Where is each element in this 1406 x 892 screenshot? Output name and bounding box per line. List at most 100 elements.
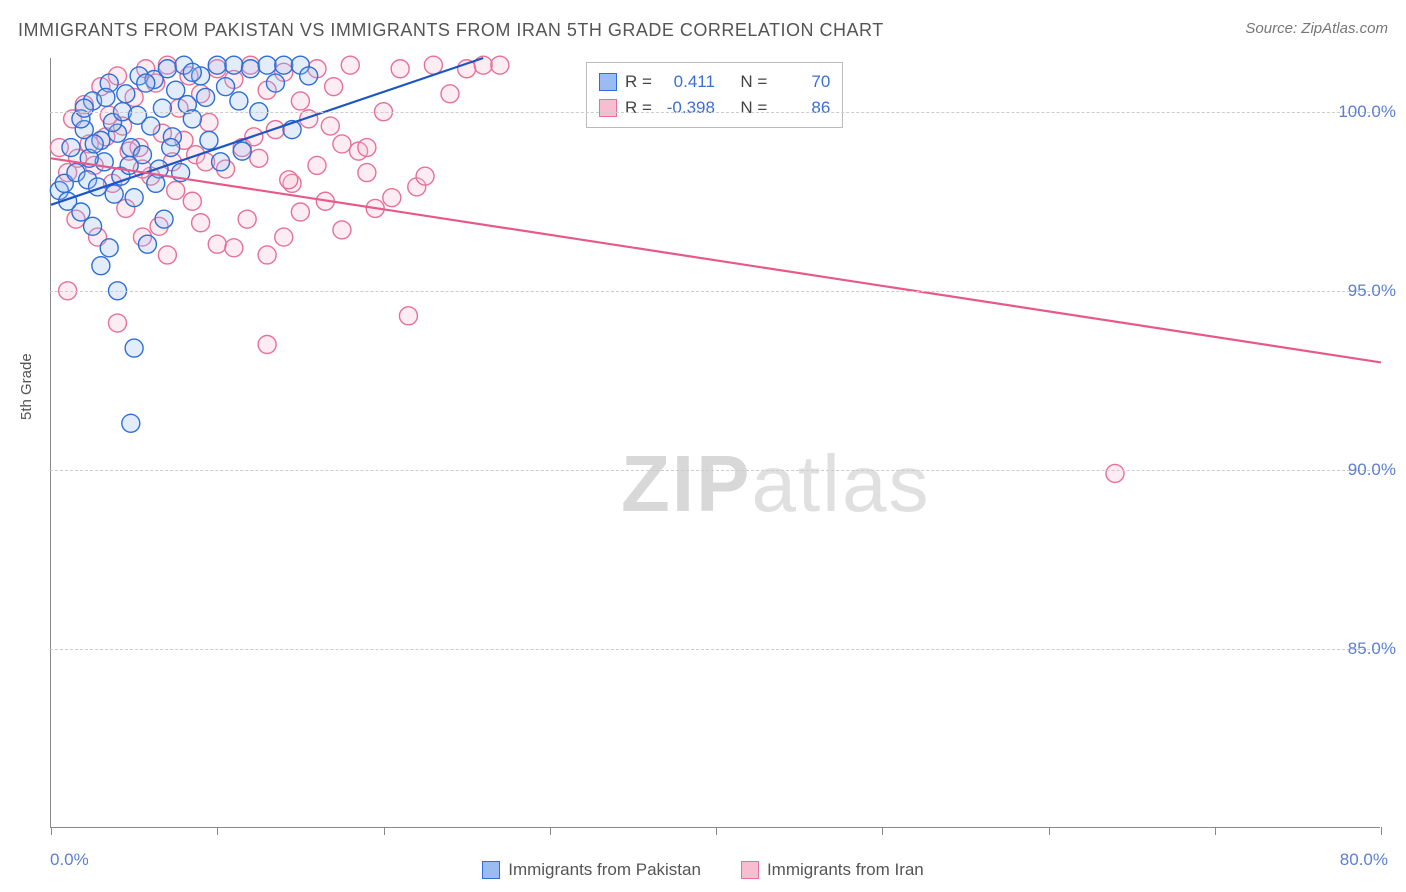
scatter-point-pakistan	[147, 174, 165, 192]
source-attribution: Source: ZipAtlas.com	[1245, 20, 1388, 37]
source-name: ZipAtlas.com	[1301, 20, 1388, 37]
scatter-point-iran	[333, 221, 351, 239]
trend-line-iran	[51, 158, 1381, 362]
scatter-point-pakistan	[62, 139, 80, 157]
scatter-point-iran	[275, 228, 293, 246]
scatter-point-pakistan	[75, 99, 93, 117]
n-label: N =	[740, 69, 767, 95]
x-tick	[716, 827, 717, 835]
n-value-iran: 86	[775, 95, 830, 121]
legend-swatch-pakistan	[482, 861, 500, 879]
gridline	[50, 649, 1380, 650]
scatter-point-iran	[341, 56, 359, 74]
x-tick	[1215, 827, 1216, 835]
gridline	[50, 291, 1380, 292]
scatter-point-iran	[391, 60, 409, 78]
scatter-point-pakistan	[225, 56, 243, 74]
scatter-point-iran	[291, 203, 309, 221]
y-tick-label: 100.0%	[1338, 102, 1396, 122]
scatter-point-pakistan	[117, 85, 135, 103]
scatter-point-pakistan	[233, 142, 251, 160]
n-value-pakistan: 70	[775, 69, 830, 95]
scatter-point-iran	[109, 314, 127, 332]
scatter-point-iran	[280, 171, 298, 189]
scatter-point-pakistan	[125, 189, 143, 207]
x-tick-label-max: 80.0%	[1340, 850, 1388, 870]
scatter-point-pakistan	[97, 88, 115, 106]
legend-label-pakistan: Immigrants from Pakistan	[508, 860, 701, 880]
x-tick	[550, 827, 551, 835]
stats-swatch-pakistan	[599, 73, 617, 91]
source-prefix: Source:	[1245, 20, 1301, 37]
scatter-point-pakistan	[137, 74, 155, 92]
legend-label-iran: Immigrants from Iran	[767, 860, 924, 880]
scatter-point-iran	[321, 117, 339, 135]
stats-row-pakistan: R = 0.411 N = 70	[599, 69, 830, 95]
r-value-pakistan: 0.411	[660, 69, 715, 95]
legend-item-iran: Immigrants from Iran	[741, 860, 924, 880]
scatter-point-iran	[291, 92, 309, 110]
scatter-point-pakistan	[85, 135, 103, 153]
scatter-point-iran	[225, 239, 243, 257]
r-label: R =	[625, 69, 652, 95]
scatter-point-iran	[258, 246, 276, 264]
scatter-point-iran	[192, 214, 210, 232]
scatter-point-pakistan	[153, 99, 171, 117]
scatter-point-iran	[158, 246, 176, 264]
bottom-legend: Immigrants from Pakistan Immigrants from…	[0, 860, 1406, 880]
scatter-point-pakistan	[212, 153, 230, 171]
x-tick-label-min: 0.0%	[50, 850, 89, 870]
scatter-point-pakistan	[128, 106, 146, 124]
scatter-point-pakistan	[155, 210, 173, 228]
stats-row-iran: R = -0.398 N = 86	[599, 95, 830, 121]
gridline	[50, 470, 1380, 471]
scatter-point-pakistan	[92, 257, 110, 275]
scatter-point-iran	[399, 307, 417, 325]
scatter-point-pakistan	[84, 217, 102, 235]
scatter-point-pakistan	[122, 414, 140, 432]
y-tick-label: 85.0%	[1348, 639, 1396, 659]
n-label: N =	[740, 95, 767, 121]
r-label: R =	[625, 95, 652, 121]
x-tick	[882, 827, 883, 835]
legend-item-pakistan: Immigrants from Pakistan	[482, 860, 701, 880]
scatter-point-iran	[358, 164, 376, 182]
scatter-point-pakistan	[275, 56, 293, 74]
scatter-point-iran	[1106, 464, 1124, 482]
scatter-point-iran	[208, 235, 226, 253]
x-tick	[1381, 827, 1382, 835]
scatter-point-pakistan	[158, 60, 176, 78]
x-tick	[384, 827, 385, 835]
scatter-point-pakistan	[183, 63, 201, 81]
scatter-point-pakistan	[300, 67, 318, 85]
correlation-stats-box: R = 0.411 N = 70 R = -0.398 N = 86	[586, 62, 843, 128]
scatter-point-pakistan	[100, 239, 118, 257]
scatter-point-iran	[333, 135, 351, 153]
scatter-point-pakistan	[217, 78, 235, 96]
scatter-point-iran	[308, 156, 326, 174]
scatter-point-pakistan	[125, 339, 143, 357]
scatter-point-pakistan	[162, 139, 180, 157]
chart-title: IMMIGRANTS FROM PAKISTAN VS IMMIGRANTS F…	[18, 20, 884, 41]
gridline	[50, 112, 1380, 113]
r-value-iran: -0.398	[660, 95, 715, 121]
scatter-point-iran	[167, 182, 185, 200]
x-tick	[51, 827, 52, 835]
scatter-point-iran	[238, 210, 256, 228]
chart-plot-area: ZIPatlas R = 0.411 N = 70 R = -0.398 N =…	[50, 58, 1380, 828]
scatter-point-iran	[358, 139, 376, 157]
y-axis-label: 5th Grade	[18, 353, 35, 420]
scatter-point-iran	[416, 167, 434, 185]
scatter-point-pakistan	[200, 131, 218, 149]
scatter-point-pakistan	[266, 74, 284, 92]
scatter-point-iran	[258, 336, 276, 354]
x-tick	[1049, 827, 1050, 835]
scatter-point-iran	[183, 192, 201, 210]
scatter-point-iran	[424, 56, 442, 74]
scatter-point-iran	[491, 56, 509, 74]
scatter-point-iran	[250, 149, 268, 167]
scatter-point-iran	[441, 85, 459, 103]
scatter-point-pakistan	[197, 88, 215, 106]
y-tick-label: 95.0%	[1348, 281, 1396, 301]
stats-swatch-iran	[599, 99, 617, 117]
